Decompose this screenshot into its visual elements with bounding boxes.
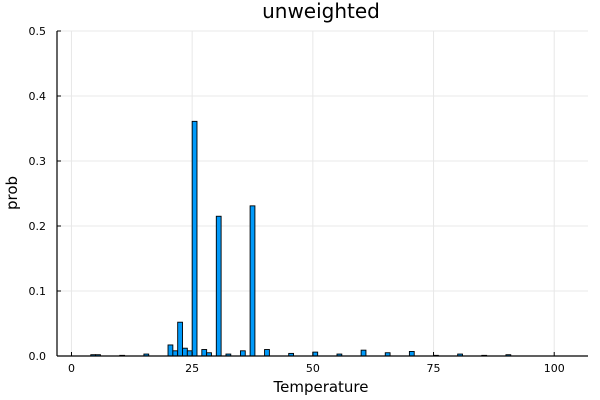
y-axis-ticks: 0.0 0.1 0.2 0.3 0.4 0.5: [29, 25, 61, 363]
x-tick-label: 100: [544, 362, 565, 375]
x-tick-label: 50: [306, 362, 320, 375]
histogram-bar: [186, 350, 193, 357]
y-tick-label: 0.0: [29, 350, 47, 363]
histogram-bars: [90, 120, 512, 357]
y-axis-title: prob: [3, 176, 21, 210]
histogram-bar: [182, 347, 188, 357]
x-tick-label: 75: [427, 362, 441, 375]
histogram-bar: [167, 344, 174, 357]
grid-lines: [57, 30, 588, 357]
axes: [56, 31, 588, 357]
y-tick-label: 0.1: [29, 285, 47, 298]
histogram-bar: [264, 349, 270, 357]
y-tick-label: 0.4: [29, 90, 47, 103]
histogram-bar: [215, 215, 222, 357]
x-tick-label: 0: [68, 362, 75, 375]
x-axis-title: Temperature: [272, 378, 368, 396]
histogram-bar: [191, 120, 198, 357]
histogram-bar: [239, 350, 246, 357]
histogram-bar: [172, 350, 179, 357]
histogram-bar: [177, 321, 183, 357]
x-axis-ticks: 0 25 50 75 100: [68, 352, 565, 375]
histogram-bar: [249, 205, 256, 357]
x-tick-label: 25: [185, 362, 199, 375]
histogram-bar: [408, 351, 415, 357]
chart-title: unweighted: [262, 0, 380, 23]
y-tick-label: 0.2: [29, 220, 47, 233]
y-tick-label: 0.3: [29, 155, 47, 168]
histogram-bar: [201, 349, 208, 357]
histogram-bar: [360, 349, 367, 357]
y-tick-label: 0.5: [29, 25, 47, 38]
